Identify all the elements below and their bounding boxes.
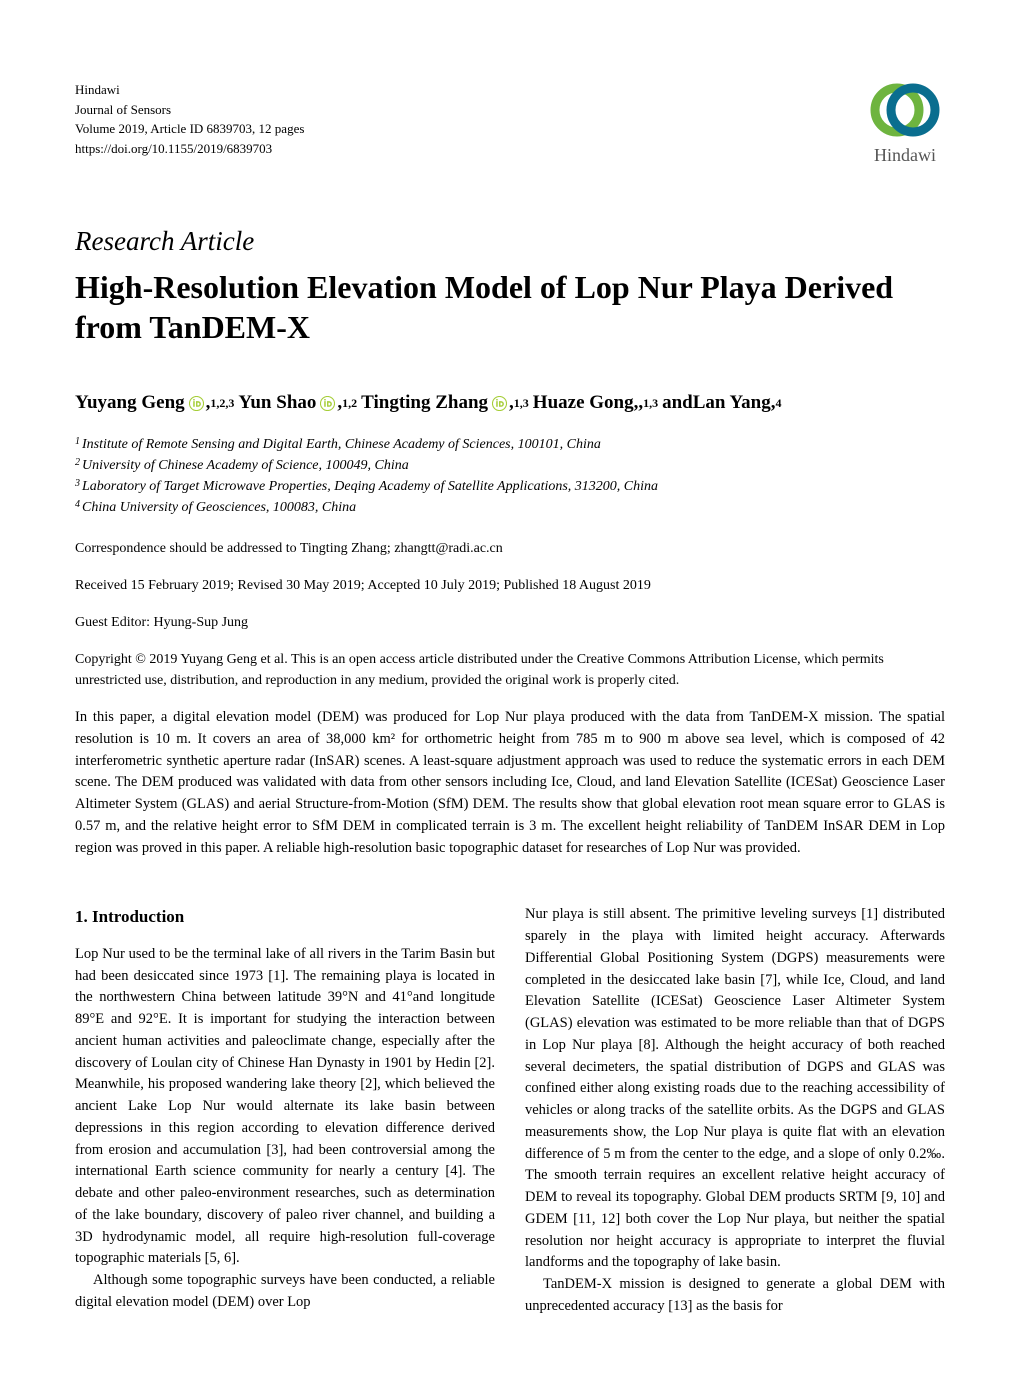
affiliation-number: 3 — [75, 476, 80, 491]
abstract: In this paper, a digital elevation model… — [75, 707, 945, 859]
hindawi-logo-icon — [865, 80, 945, 140]
author-affiliation-sup: 1,2,3 — [210, 396, 234, 411]
author: Lan Yang,4 — [693, 392, 786, 414]
affiliation-text: Institute of Remote Sensing and Digital … — [82, 434, 601, 455]
affiliation-number: 4 — [75, 497, 80, 512]
body-columns: 1. Introduction Lop Nur used to be the t… — [75, 904, 945, 1317]
right-column: Nur playa is still absent. The primitive… — [525, 904, 945, 1317]
orcid-icon[interactable] — [492, 396, 507, 411]
author-name: Lan Yang — [693, 392, 771, 414]
author-affiliation-sup: 4 — [775, 396, 781, 411]
affiliation: 2University of Chinese Academy of Scienc… — [75, 455, 945, 476]
logo-text: Hindawi — [874, 145, 936, 166]
affiliation-text: University of Chinese Academy of Science… — [82, 455, 409, 476]
body-paragraph: TanDEM-X mission is designed to generate… — [525, 1274, 945, 1318]
affiliation: 4China University of Geosciences, 100083… — [75, 497, 945, 518]
publication-dates: Received 15 February 2019; Revised 30 Ma… — [75, 575, 945, 596]
author-joiner: and — [662, 392, 693, 414]
author: Yuyang Geng,1,2,3 — [75, 392, 238, 414]
author: Tingting Zhang,1,3 — [361, 392, 533, 414]
body-paragraph: Although some topographic surveys have b… — [75, 1270, 495, 1314]
author: Huaze Gong,,1,3 — [533, 392, 662, 414]
correspondence: Correspondence should be addressed to Ti… — [75, 538, 945, 559]
affiliation-number: 1 — [75, 434, 80, 449]
author-name: Tingting Zhang — [361, 392, 488, 414]
affiliation-text: China University of Geosciences, 100083,… — [82, 497, 356, 518]
body-paragraph: Lop Nur used to be the terminal lake of … — [75, 944, 495, 1270]
publisher-logo: Hindawi — [865, 80, 945, 166]
author-name: Huaze Gong, — [533, 392, 639, 414]
orcid-icon[interactable] — [189, 396, 204, 411]
volume-line: Volume 2019, Article ID 6839703, 12 page… — [75, 119, 304, 139]
article-title: High-Resolution Elevation Model of Lop N… — [75, 267, 945, 347]
article-type: Research Article — [75, 226, 945, 257]
author: Yun Shao,1,2 — [238, 392, 361, 414]
journal-info: Hindawi Journal of Sensors Volume 2019, … — [75, 80, 304, 158]
journal-name: Journal of Sensors — [75, 100, 304, 120]
left-column: 1. Introduction Lop Nur used to be the t… — [75, 904, 495, 1317]
author-affiliation-sup: 1,3 — [643, 396, 658, 411]
body-paragraph: Nur playa is still absent. The primitive… — [525, 904, 945, 1274]
doi-link[interactable]: https://doi.org/10.1155/2019/6839703 — [75, 139, 304, 159]
affiliation-text: Laboratory of Target Microwave Propertie… — [82, 476, 658, 497]
author-affiliation-sup: 1,2 — [342, 396, 357, 411]
section-heading-intro: 1. Introduction — [75, 904, 495, 930]
author-name: Yuyang Geng — [75, 392, 185, 414]
affiliation: 1Institute of Remote Sensing and Digital… — [75, 434, 945, 455]
page-header: Hindawi Journal of Sensors Volume 2019, … — [75, 80, 945, 166]
affiliation: 3Laboratory of Target Microwave Properti… — [75, 476, 945, 497]
author-affiliation-sup: 1,3 — [514, 396, 529, 411]
orcid-icon[interactable] — [320, 396, 335, 411]
publisher-name: Hindawi — [75, 80, 304, 100]
authors-line: Yuyang Geng,1,2,3 Yun Shao,1,2 Tingting … — [75, 392, 945, 414]
affiliations-block: 1Institute of Remote Sensing and Digital… — [75, 434, 945, 518]
copyright-notice: Copyright © 2019 Yuyang Geng et al. This… — [75, 649, 945, 691]
affiliation-number: 2 — [75, 455, 80, 470]
guest-editor: Guest Editor: Hyung-Sup Jung — [75, 612, 945, 633]
author-name: Yun Shao — [238, 392, 316, 414]
